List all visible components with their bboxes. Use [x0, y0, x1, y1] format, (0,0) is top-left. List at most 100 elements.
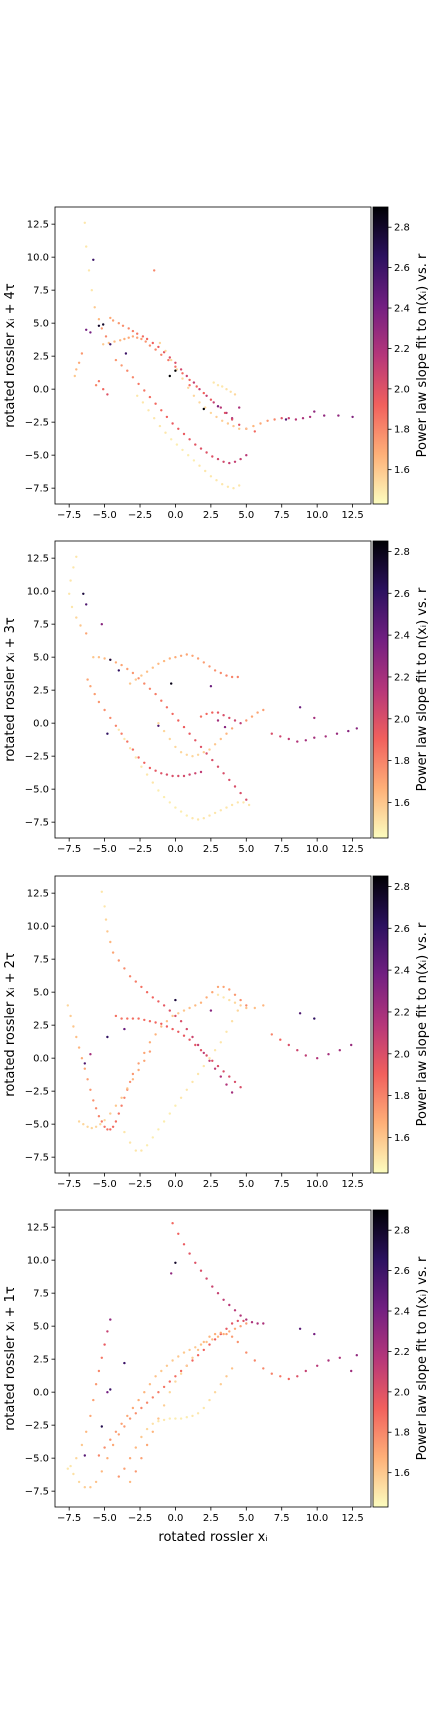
scatter-point — [148, 1020, 152, 1023]
scatter-point — [211, 991, 214, 994]
scatter-point — [97, 324, 101, 327]
scatter-point — [236, 801, 239, 804]
scatter-point — [194, 1261, 197, 1265]
scatter-point — [245, 719, 248, 722]
scatter-point — [160, 772, 163, 775]
scatter-point — [171, 1027, 174, 1031]
scatter-point — [338, 1049, 341, 1052]
scatter-point — [106, 1035, 109, 1039]
scatter-point — [202, 1051, 205, 1055]
scatter-point — [165, 415, 169, 419]
scatter-point — [222, 985, 225, 989]
scatter-point — [177, 719, 180, 722]
scatter-point — [174, 369, 177, 372]
scatter-point — [212, 381, 215, 384]
scatter-point — [175, 443, 179, 446]
scatter-point — [211, 1059, 214, 1063]
scatter-point — [97, 1369, 101, 1373]
scatter-point — [160, 1369, 163, 1373]
scatter-point — [188, 438, 191, 441]
x-tick-label: 0.0 — [167, 1513, 183, 1524]
scatter-point — [202, 1064, 205, 1068]
scatter-point — [194, 772, 197, 775]
scatter-point — [230, 1091, 234, 1094]
scatter-point — [216, 1064, 220, 1068]
colorbar — [372, 1209, 389, 1508]
scatter-point — [221, 483, 224, 486]
scatter-point — [97, 380, 101, 383]
scatter-point — [253, 1359, 256, 1362]
scatter-point — [143, 1391, 146, 1394]
scatter-point — [222, 714, 225, 717]
scatter-point — [208, 814, 211, 817]
scatter-point — [219, 1041, 222, 1044]
colorbar-tick-label: 2.8 — [394, 223, 410, 234]
scatter-point — [83, 1062, 87, 1065]
scatter-point — [117, 1475, 121, 1478]
colorbar-tick-label: 1.6 — [394, 465, 410, 476]
scatter-point — [131, 671, 135, 675]
scatter-point — [143, 389, 146, 392]
colorbar-tick-label: 2.4 — [394, 1307, 410, 1318]
scatter-point — [199, 1001, 203, 1004]
scatter-point — [123, 1130, 126, 1134]
scatter-point — [167, 358, 170, 362]
x-tick-label: 12.5 — [341, 510, 363, 521]
scatter-point — [194, 1346, 197, 1349]
scatter-point — [216, 719, 220, 722]
scatter-point — [304, 1054, 307, 1057]
scatter-point — [177, 774, 180, 778]
scatter-point — [87, 269, 91, 272]
scatter-point — [120, 1096, 123, 1100]
scatter-point — [160, 699, 163, 702]
scatter-point — [85, 603, 88, 606]
scatter-point — [208, 1057, 211, 1060]
scatter-point — [145, 1427, 149, 1431]
scatter-point — [151, 1422, 154, 1426]
x-tick-label: −2.5 — [128, 510, 152, 521]
scatter-point — [100, 623, 104, 626]
scatter-point — [120, 1422, 123, 1426]
scatter-point — [287, 1377, 290, 1381]
scatter-point — [126, 369, 129, 372]
scatter-point — [213, 1332, 217, 1336]
scatter-point — [174, 365, 177, 368]
scatter-point — [137, 1068, 140, 1072]
scatter-point — [94, 1480, 98, 1484]
y-tick-label: −2.5 — [25, 1087, 49, 1098]
scatter-point — [192, 394, 196, 397]
scatter-point — [256, 1322, 259, 1325]
scatter-point — [114, 1014, 118, 1018]
y-tick-label: 12.5 — [27, 889, 49, 900]
colorbar-tick-label: 1.8 — [394, 756, 410, 767]
x-tick-label: −2.5 — [128, 1513, 152, 1524]
scatter-point — [140, 1149, 143, 1152]
scatter-point — [179, 810, 183, 813]
scatter-point — [154, 1375, 157, 1378]
scatter-point — [97, 1115, 101, 1118]
scatter-point — [165, 1025, 169, 1028]
scatter-point — [270, 1033, 273, 1036]
y-tick-label: 0.0 — [33, 1054, 49, 1065]
scatter-point — [72, 566, 75, 569]
scatter-point — [128, 1480, 132, 1484]
scatter-point — [114, 1120, 118, 1123]
scatter-point — [114, 661, 118, 664]
scatter-point — [198, 388, 201, 391]
scatter-point — [191, 1414, 194, 1418]
scatter-point — [154, 348, 157, 351]
scatter-point — [337, 414, 340, 417]
colorbar — [372, 206, 389, 505]
scatter-point — [83, 1454, 87, 1457]
scatter-point — [313, 410, 316, 413]
scatter-point — [137, 1017, 140, 1020]
scatter-point — [350, 1369, 353, 1373]
scatter-point — [296, 740, 299, 743]
scatter-point — [179, 368, 183, 371]
scatter-point — [213, 743, 217, 746]
scatter-point — [85, 1430, 88, 1434]
scatter-point — [109, 343, 112, 346]
scatter-point — [202, 751, 205, 754]
scatter-point — [242, 1319, 245, 1323]
scatter-point — [157, 662, 160, 665]
